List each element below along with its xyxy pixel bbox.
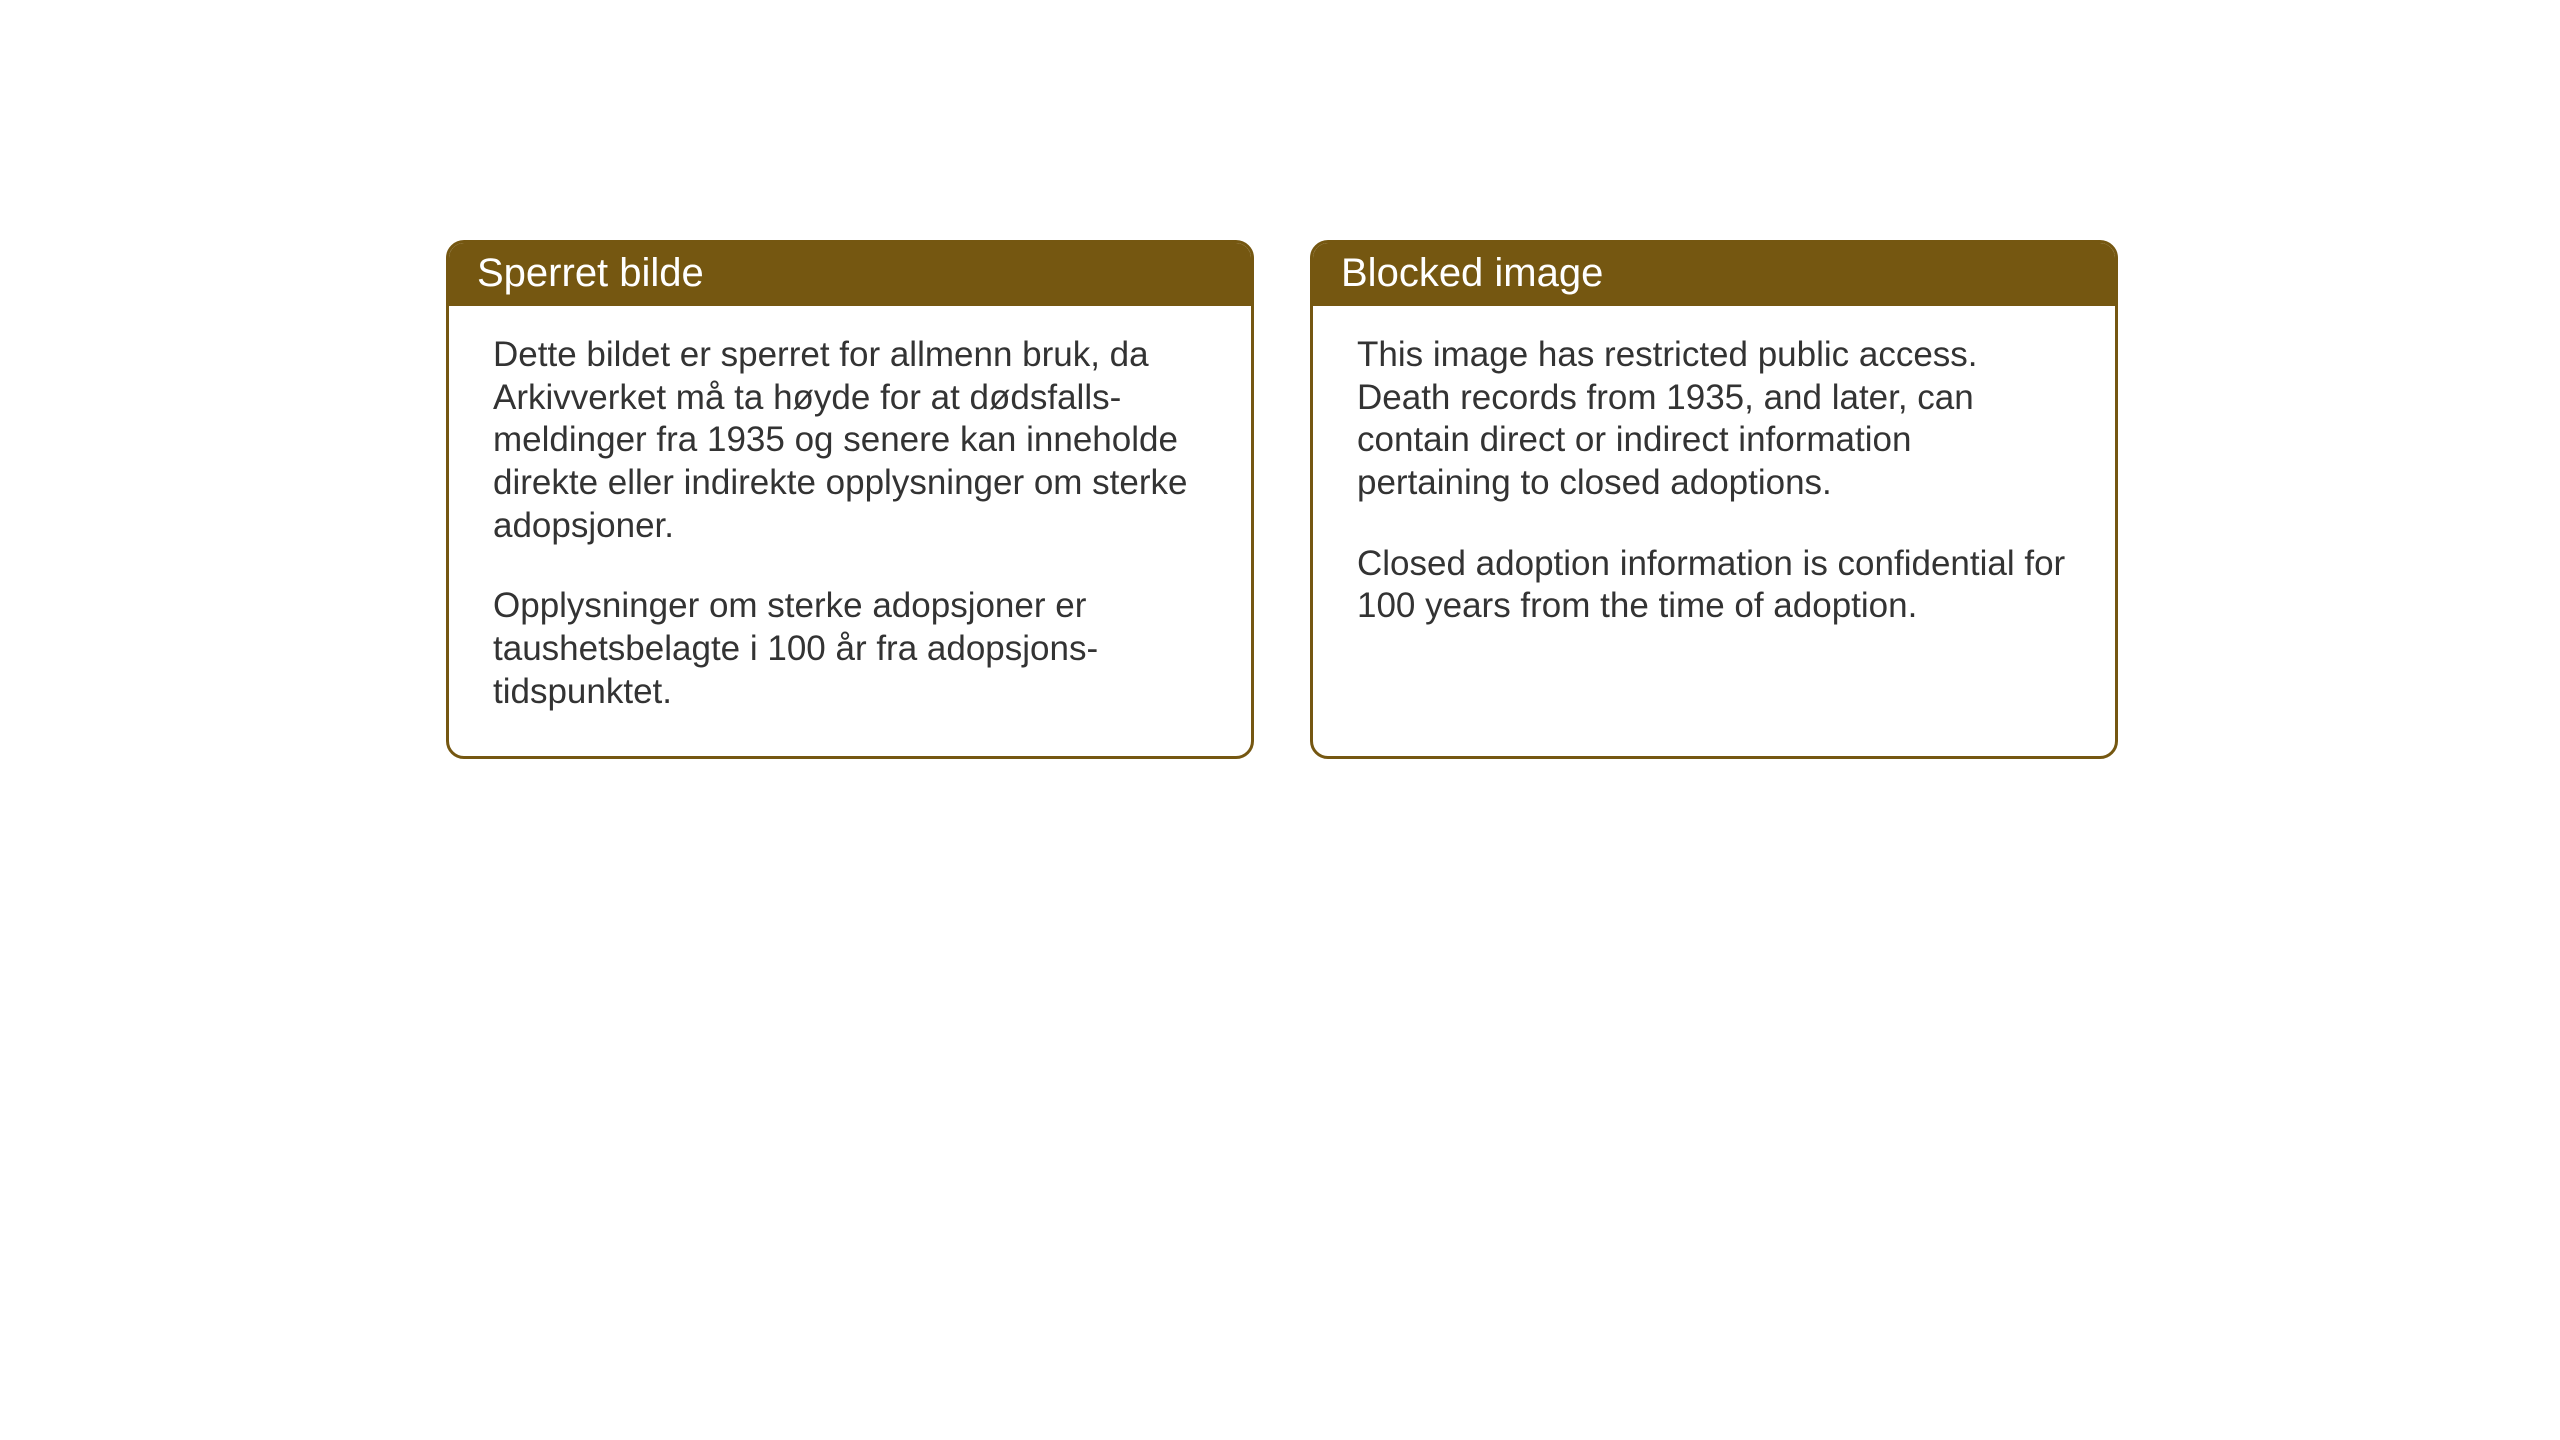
card-paragraph-norwegian-1: Dette bildet er sperret for allmenn bruk… [493,334,1207,547]
card-header-english: Blocked image [1313,243,2115,306]
card-paragraph-english-1: This image has restricted public access.… [1357,334,2071,505]
notice-card-english: Blocked image This image has restricted … [1310,240,2118,759]
notice-cards-container: Sperret bilde Dette bildet er sperret fo… [446,240,2118,759]
notice-card-norwegian: Sperret bilde Dette bildet er sperret fo… [446,240,1254,759]
card-body-english: This image has restricted public access.… [1313,306,2115,670]
card-title-norwegian: Sperret bilde [477,251,704,295]
card-paragraph-english-2: Closed adoption information is confident… [1357,543,2071,628]
card-title-english: Blocked image [1341,251,1603,295]
card-header-norwegian: Sperret bilde [449,243,1251,306]
card-paragraph-norwegian-2: Opplysninger om sterke adopsjoner er tau… [493,585,1207,713]
card-body-norwegian: Dette bildet er sperret for allmenn bruk… [449,306,1251,756]
